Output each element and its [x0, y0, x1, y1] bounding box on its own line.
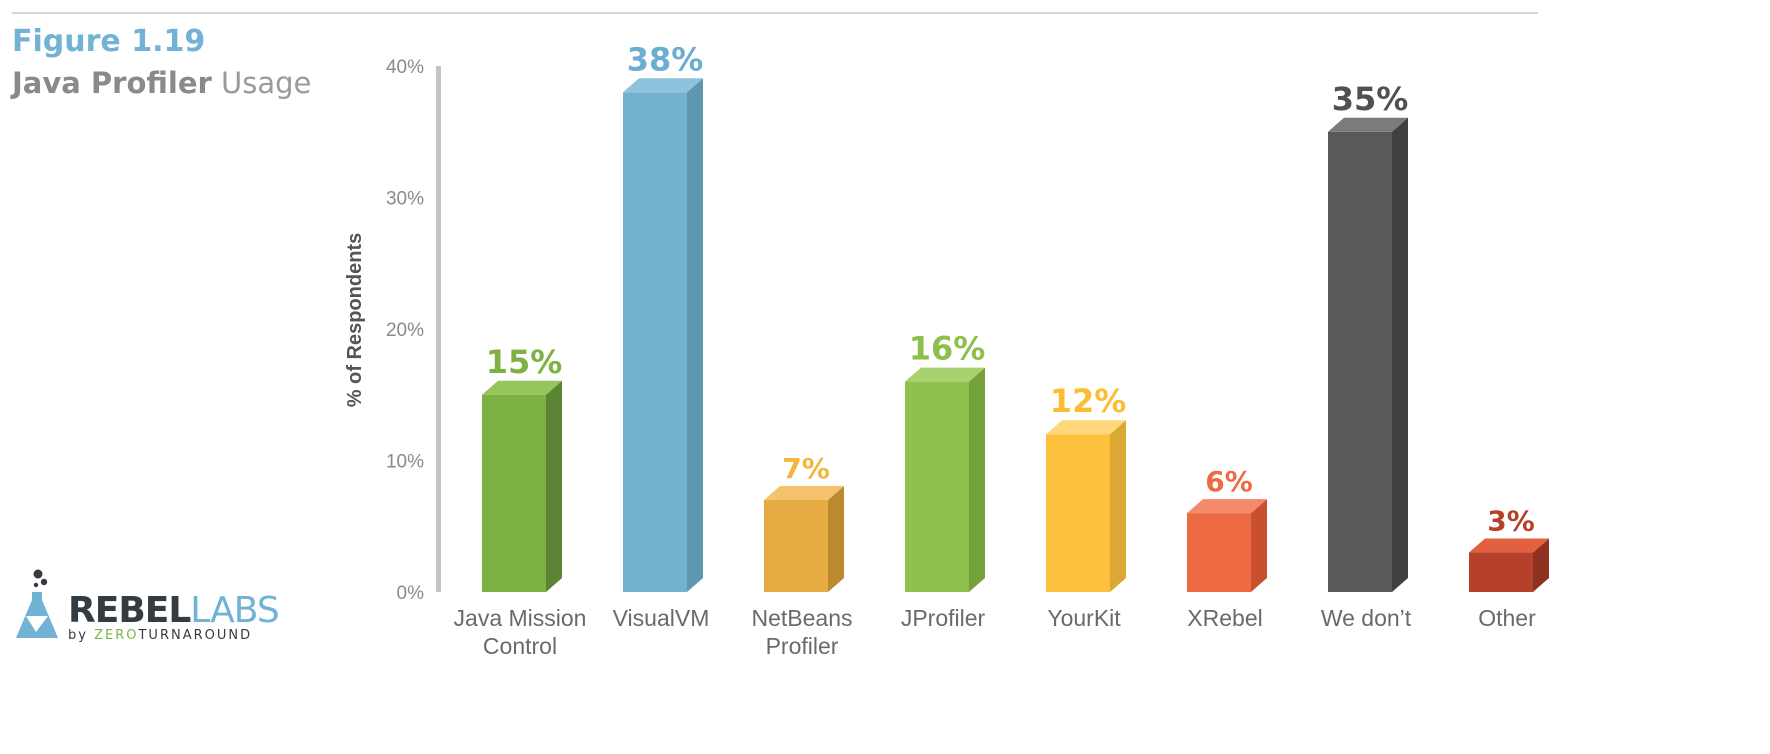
bar-top	[1046, 420, 1126, 435]
bar	[1187, 499, 1267, 592]
flask-icon	[16, 569, 58, 638]
x-category-line: We don’t	[1321, 605, 1412, 631]
bar-top	[905, 367, 985, 382]
x-category-label: NetBeans Profiler	[751, 605, 852, 659]
x-category-line: Other	[1478, 605, 1536, 631]
x-category-line: Profiler	[766, 633, 839, 659]
y-tick-label: 10%	[386, 452, 424, 473]
logo-turnaround: TURNAROUND	[138, 628, 253, 643]
x-category-label: Java Mission Control	[454, 605, 587, 659]
bar-side	[1533, 538, 1549, 592]
bar	[764, 485, 844, 592]
rebel-labs-logo: REBELLABS by ZEROTURNAROUND	[12, 568, 292, 648]
x-category-label: YourKit	[1047, 605, 1121, 631]
bar-value-label: 16%	[909, 330, 986, 368]
bar-front	[1469, 552, 1533, 592]
x-category-line: XRebel	[1187, 605, 1262, 631]
bar-front	[1187, 513, 1251, 592]
bar-value-label: 38%	[627, 40, 704, 78]
x-category-label: We don’t	[1321, 605, 1412, 631]
bar-side	[828, 485, 844, 592]
y-tick-label: 20%	[386, 320, 424, 341]
top-rule	[12, 12, 1538, 14]
bar-side	[1110, 420, 1126, 592]
y-axis-label: % of Respondents	[344, 233, 366, 407]
x-category-label: XRebel	[1187, 605, 1262, 631]
bar	[623, 78, 703, 593]
bar-value-label: 3%	[1487, 505, 1535, 538]
bar	[1328, 117, 1408, 592]
x-category-line: YourKit	[1047, 605, 1121, 631]
bar-side	[1251, 499, 1267, 592]
bar-front	[623, 92, 687, 593]
x-category-line: Java Mission	[454, 605, 587, 631]
bar-side	[687, 78, 703, 593]
logo-wordmark: REBELLABS	[68, 590, 280, 631]
x-category-line: JProfiler	[901, 605, 986, 631]
x-category-label: JProfiler	[901, 605, 986, 631]
figure-label: Figure 1.19	[12, 24, 206, 59]
y-tick-label: 0%	[397, 583, 425, 604]
y-tick-label: 30%	[386, 189, 424, 210]
figure-title-rest: Usage	[221, 66, 312, 100]
bar-side	[546, 380, 562, 592]
logo-rebel: REBEL	[68, 590, 191, 631]
y-tick-label: 40%	[386, 57, 424, 78]
x-category-label: VisualVM	[613, 605, 710, 631]
logo-byline: by ZEROTURNAROUND	[68, 628, 252, 643]
bar	[1046, 420, 1126, 592]
logo-zero: ZERO	[94, 628, 139, 643]
bar-front	[1328, 131, 1392, 592]
x-category-label: Other	[1478, 605, 1536, 631]
x-category-line: Control	[483, 633, 557, 659]
y-axis-line	[436, 66, 441, 592]
bar-top	[623, 78, 703, 93]
figure-title-bold: Java Profiler	[12, 66, 212, 100]
bar-top	[764, 485, 844, 500]
bar	[905, 367, 985, 592]
bar-value-label: 6%	[1205, 465, 1253, 498]
bar-top	[1187, 499, 1267, 514]
logo-labs: LABS	[190, 590, 279, 631]
bar-top	[1328, 117, 1408, 132]
bar-front	[482, 394, 546, 592]
bar-front	[905, 381, 969, 592]
bar-front	[764, 499, 828, 592]
figure-title: Java Profiler Usage	[12, 66, 311, 100]
logo-by: by	[68, 628, 88, 643]
bar-value-label: 35%	[1332, 80, 1409, 118]
bar-side	[1392, 117, 1408, 592]
bar	[1469, 538, 1549, 592]
x-category-line: NetBeans	[751, 605, 852, 631]
bar-front	[1046, 434, 1110, 592]
x-category-line: VisualVM	[613, 605, 710, 631]
bar-top	[1469, 538, 1549, 553]
bar-value-label: 15%	[486, 343, 563, 381]
bar-value-label: 7%	[782, 452, 830, 485]
bar-top	[482, 380, 562, 395]
bar-side	[969, 367, 985, 592]
bar	[482, 380, 562, 592]
bar-value-label: 12%	[1050, 382, 1127, 420]
